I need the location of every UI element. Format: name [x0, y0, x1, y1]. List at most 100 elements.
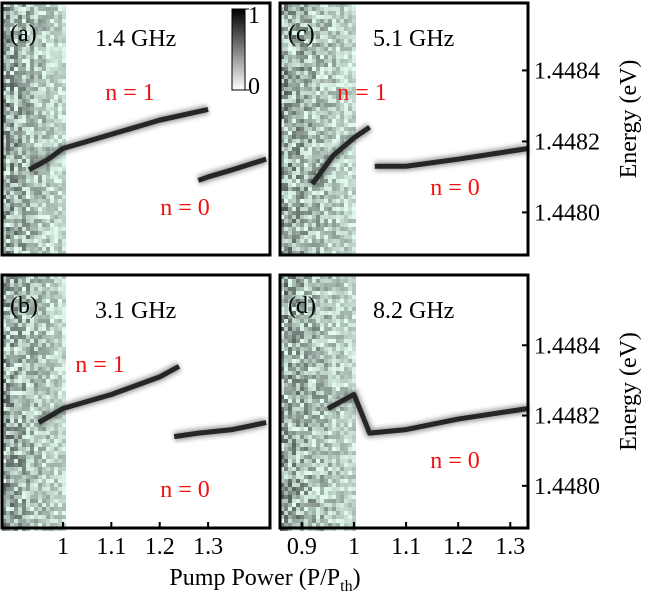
background-noise [10, 451, 14, 455]
background-noise [46, 471, 50, 475]
background-noise [30, 507, 34, 511]
background-noise [30, 135, 34, 139]
background-noise [54, 483, 58, 487]
background-noise [10, 99, 14, 103]
background-noise [316, 219, 320, 223]
background-noise [30, 423, 34, 427]
background-noise [300, 103, 304, 107]
background-noise [312, 407, 316, 411]
background-noise [352, 307, 356, 311]
background-noise [324, 23, 328, 27]
background-noise [284, 523, 288, 527]
background-noise [308, 167, 312, 171]
background-noise [324, 363, 328, 367]
background-noise [284, 143, 288, 147]
background-noise [18, 135, 22, 139]
background-noise [320, 315, 324, 319]
background-noise [336, 123, 340, 127]
x-label-main: Pump Power (P/P [169, 565, 340, 591]
background-noise [14, 67, 18, 71]
background-noise [46, 439, 50, 443]
background-noise [10, 167, 14, 171]
background-noise [340, 171, 344, 175]
background-noise [308, 415, 312, 419]
background-noise [300, 287, 304, 291]
background-noise [30, 407, 34, 411]
background-noise [340, 119, 344, 123]
background-noise [62, 227, 66, 231]
background-noise [336, 423, 340, 427]
background-noise [316, 351, 320, 355]
background-noise [62, 287, 66, 291]
background-noise [18, 175, 22, 179]
background-noise [292, 411, 296, 415]
background-noise [50, 427, 54, 431]
background-noise [340, 23, 344, 27]
background-noise [62, 127, 66, 131]
background-noise [308, 163, 312, 167]
background-noise [6, 479, 10, 483]
background-noise [6, 387, 10, 391]
background-noise [352, 415, 356, 419]
background-noise [6, 419, 10, 423]
background-noise [316, 475, 320, 479]
background-noise [42, 335, 46, 339]
background-noise [22, 139, 26, 143]
background-noise [50, 515, 54, 519]
background-noise [344, 411, 348, 415]
background-noise [320, 423, 324, 427]
background-noise [292, 47, 296, 51]
background-noise [6, 139, 10, 143]
background-noise [332, 23, 336, 27]
background-noise [304, 183, 308, 187]
background-noise [38, 447, 42, 451]
background-noise [324, 343, 328, 347]
background-noise [58, 139, 62, 143]
background-noise [30, 111, 34, 115]
background-noise [14, 115, 18, 119]
background-noise [352, 279, 356, 283]
background-noise [284, 503, 288, 507]
background-noise [328, 467, 332, 471]
background-noise [300, 199, 304, 203]
background-noise [46, 7, 50, 11]
background-noise [304, 103, 308, 107]
background-noise [58, 91, 62, 95]
background-noise [22, 423, 26, 427]
background-noise [348, 351, 352, 355]
background-noise [336, 75, 340, 79]
background-noise [18, 363, 22, 367]
background-noise [62, 347, 66, 351]
background-noise [316, 15, 320, 19]
background-noise [328, 119, 332, 123]
background-noise [42, 459, 46, 463]
background-noise [320, 467, 324, 471]
background-noise [308, 383, 312, 387]
background-noise [14, 143, 18, 147]
background-noise [50, 11, 54, 15]
background-noise [304, 131, 308, 135]
background-noise [316, 519, 320, 523]
background-noise [336, 387, 340, 391]
background-noise [304, 511, 308, 515]
background-noise [54, 431, 58, 435]
background-noise [50, 51, 54, 55]
background-noise [62, 447, 66, 451]
background-noise [54, 355, 58, 359]
background-noise [352, 31, 356, 35]
background-noise [332, 27, 336, 31]
background-noise [10, 159, 14, 163]
background-noise [54, 375, 58, 379]
background-noise [62, 111, 66, 115]
background-noise [352, 159, 356, 163]
background-noise [22, 395, 26, 399]
background-noise [54, 11, 58, 15]
background-noise [54, 299, 58, 303]
background-noise [14, 399, 18, 403]
background-noise [284, 51, 288, 55]
background-noise [320, 99, 324, 103]
background-noise [340, 203, 344, 207]
background-noise [300, 419, 304, 423]
background-noise [308, 327, 312, 331]
background-noise [30, 55, 34, 59]
